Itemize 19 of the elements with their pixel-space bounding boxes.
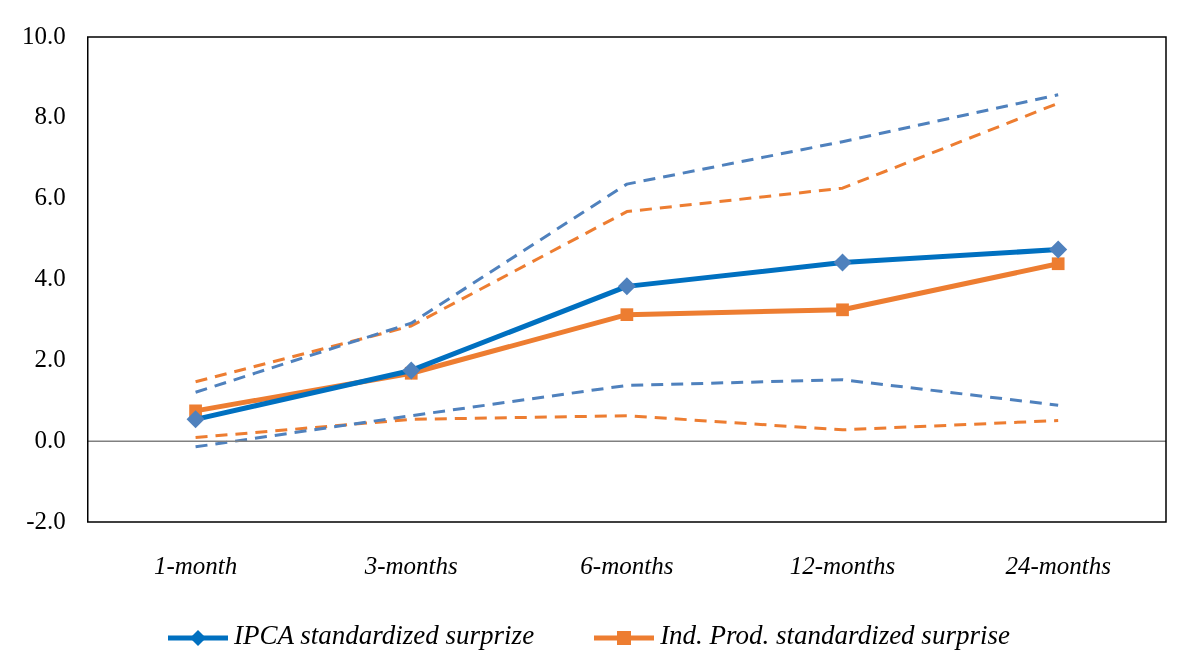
point [836, 303, 849, 317]
x-tick-label: 6-months [580, 551, 674, 579]
x-tick-label: 3-months [363, 551, 458, 579]
legend-label: IPCA standardized surprize [234, 620, 535, 650]
y-tick-label: 0.0 [34, 425, 66, 453]
y-tick-label: 10.0 [22, 21, 66, 49]
y-tick-label: -2.0 [26, 506, 66, 534]
y-tick-label: 6.0 [34, 183, 66, 211]
point [1051, 257, 1065, 271]
line-series [194, 414, 1060, 440]
line-series [194, 378, 1060, 449]
y-tick-label: 2.0 [34, 344, 66, 372]
y-tick-label: 4.0 [34, 264, 66, 292]
x-tick-label: 1-month [153, 551, 238, 579]
y-tick-label: 8.0 [34, 102, 66, 130]
point [620, 308, 634, 322]
legend-label: Ind. Prod. standardized surprise [660, 620, 1010, 650]
x-tick-label: 24-months [1005, 551, 1111, 579]
x-tick-label: 12-months [789, 551, 896, 579]
